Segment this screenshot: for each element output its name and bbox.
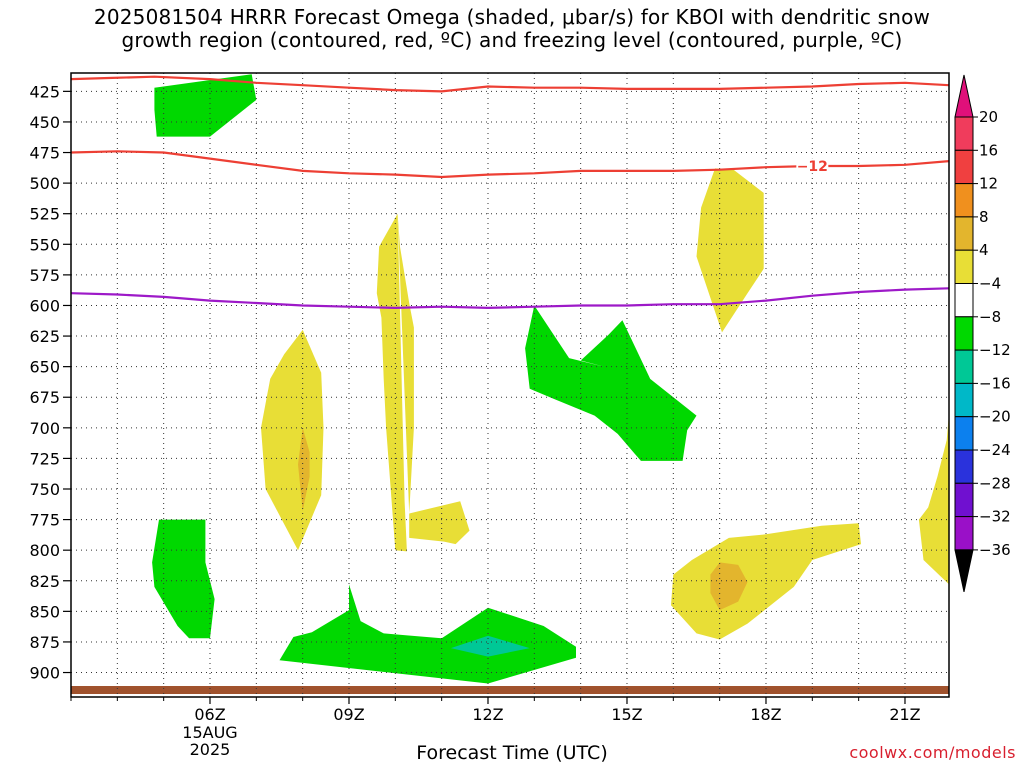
y-tick-label-825: 825 xyxy=(29,572,60,591)
region-yellow-1 xyxy=(696,168,764,333)
region-yellow-4 xyxy=(261,329,324,551)
y-tick-label-875: 875 xyxy=(29,633,60,652)
colorbar-swatch-12 xyxy=(954,516,974,551)
region-yellow-12 xyxy=(918,413,949,585)
region-green-8 xyxy=(279,584,576,684)
contour-line-0 xyxy=(71,75,949,93)
x-tick-label-21Z: 21Z xyxy=(889,705,920,724)
y-tick-label-650: 650 xyxy=(29,358,60,377)
y-tick-label-450: 450 xyxy=(29,113,60,132)
y-tick-label-625: 625 xyxy=(29,327,60,346)
y-tick-label-425: 425 xyxy=(29,82,60,101)
colorbar-label-8: −16 xyxy=(979,374,1011,392)
colorbar-swatch-11 xyxy=(954,482,974,518)
region-green-0 xyxy=(154,74,257,137)
x-tick-label-09Z: 09Z xyxy=(333,705,364,724)
colorbar-label-2: 12 xyxy=(979,175,998,193)
contour-line-2 xyxy=(71,287,949,310)
title-line-1: 2025081504 HRRR Forecast Omega (shaded, … xyxy=(93,5,931,29)
colorbar-label-0: 20 xyxy=(979,108,998,126)
colorbar-label-12: −32 xyxy=(979,508,1011,526)
plot-frame xyxy=(70,72,950,698)
shaded-regions xyxy=(152,74,949,684)
colorbar-label-3: 8 xyxy=(979,208,989,226)
colorbar-swatch-9 xyxy=(954,416,974,451)
y-tick-label-800: 800 xyxy=(29,541,60,560)
colorbar-swatch-10 xyxy=(954,449,974,484)
colorbar-swatch-8 xyxy=(954,382,974,418)
y-tick-label-600: 600 xyxy=(29,296,60,315)
colorbar-swatch-4 xyxy=(954,249,974,284)
colorbar-bottom-arrow xyxy=(954,549,974,593)
colorbar-label-13: −36 xyxy=(979,541,1011,559)
y-tick-label-750: 750 xyxy=(29,480,60,499)
y-axis: 425 450 475 500 525 550 575 600 625 650 675 700 725 7… xyxy=(29,82,71,683)
x-tick-label-06Z: 06Z xyxy=(194,705,225,724)
colorbar-label-10: −24 xyxy=(979,441,1011,459)
y-tick-label-550: 550 xyxy=(29,235,60,254)
y-tick-label-725: 725 xyxy=(29,449,60,468)
y-tick-label-575: 575 xyxy=(29,266,60,285)
terrain-strip xyxy=(71,686,949,694)
region-green-7 xyxy=(152,519,215,639)
colorbar: 20 16 12 8 4 −4 −8 −12 −16 −20 −24 −28 −32 −36 xyxy=(954,74,1011,593)
y-tick-label-775: 775 xyxy=(29,511,60,530)
colorbar-label-1: 16 xyxy=(979,141,998,159)
colorbar-swatch-1 xyxy=(954,149,974,185)
colorbar-label-5: −4 xyxy=(979,275,1001,293)
y-tick-label-525: 525 xyxy=(29,205,60,224)
colorbar-label-6: −8 xyxy=(979,308,1001,326)
region-orange-5 xyxy=(298,427,310,511)
region-yellow-3 xyxy=(376,213,407,552)
x-axis-label: Forecast Time (UTC) xyxy=(416,742,608,764)
colorbar-top-arrow xyxy=(954,74,974,118)
x-tick-label-12Z: 12Z xyxy=(472,705,503,724)
contour-label: −12 xyxy=(797,159,828,175)
contour-lines: −12 xyxy=(71,75,949,310)
contour-label-bg xyxy=(796,158,829,174)
credit-link[interactable]: coolwx.com/models xyxy=(849,743,1016,762)
region-teal-9 xyxy=(450,635,530,657)
colorbar-label-4: 4 xyxy=(979,241,989,259)
y-tick-label-700: 700 xyxy=(29,419,60,438)
y-tick-label-500: 500 xyxy=(29,174,60,193)
region-yellow-2 xyxy=(397,213,470,545)
colorbar-swatch-5 xyxy=(954,283,974,318)
y-tick-label-900: 900 xyxy=(29,664,60,683)
region-green-6 xyxy=(525,305,697,461)
colorbar-label-11: −28 xyxy=(979,474,1011,492)
date-label-1: 2025 xyxy=(190,740,231,759)
y-tick-label-475: 475 xyxy=(29,144,60,163)
region-yellow-10 xyxy=(671,523,861,640)
colorbar-swatch-2 xyxy=(954,183,974,218)
chart-title: 2025081504 HRRR Forecast Omega (shaded, … xyxy=(0,6,1024,52)
date-label-0: 15AUG xyxy=(182,723,237,742)
colorbar-swatch-3 xyxy=(954,216,974,251)
colorbar-label-7: −12 xyxy=(979,341,1011,359)
colorbar-label-9: −20 xyxy=(979,408,1011,426)
y-tick-label-850: 850 xyxy=(29,602,60,621)
x-tick-label-18Z: 18Z xyxy=(750,705,781,724)
colorbar-swatch-0 xyxy=(954,116,974,151)
colorbar-swatch-6 xyxy=(954,316,974,351)
colorbar-swatch-7 xyxy=(954,349,974,384)
title-line-2: growth region (contoured, red, ºC) and f… xyxy=(121,28,903,52)
y-tick-label-675: 675 xyxy=(29,388,60,407)
x-tick-label-15Z: 15Z xyxy=(611,705,642,724)
